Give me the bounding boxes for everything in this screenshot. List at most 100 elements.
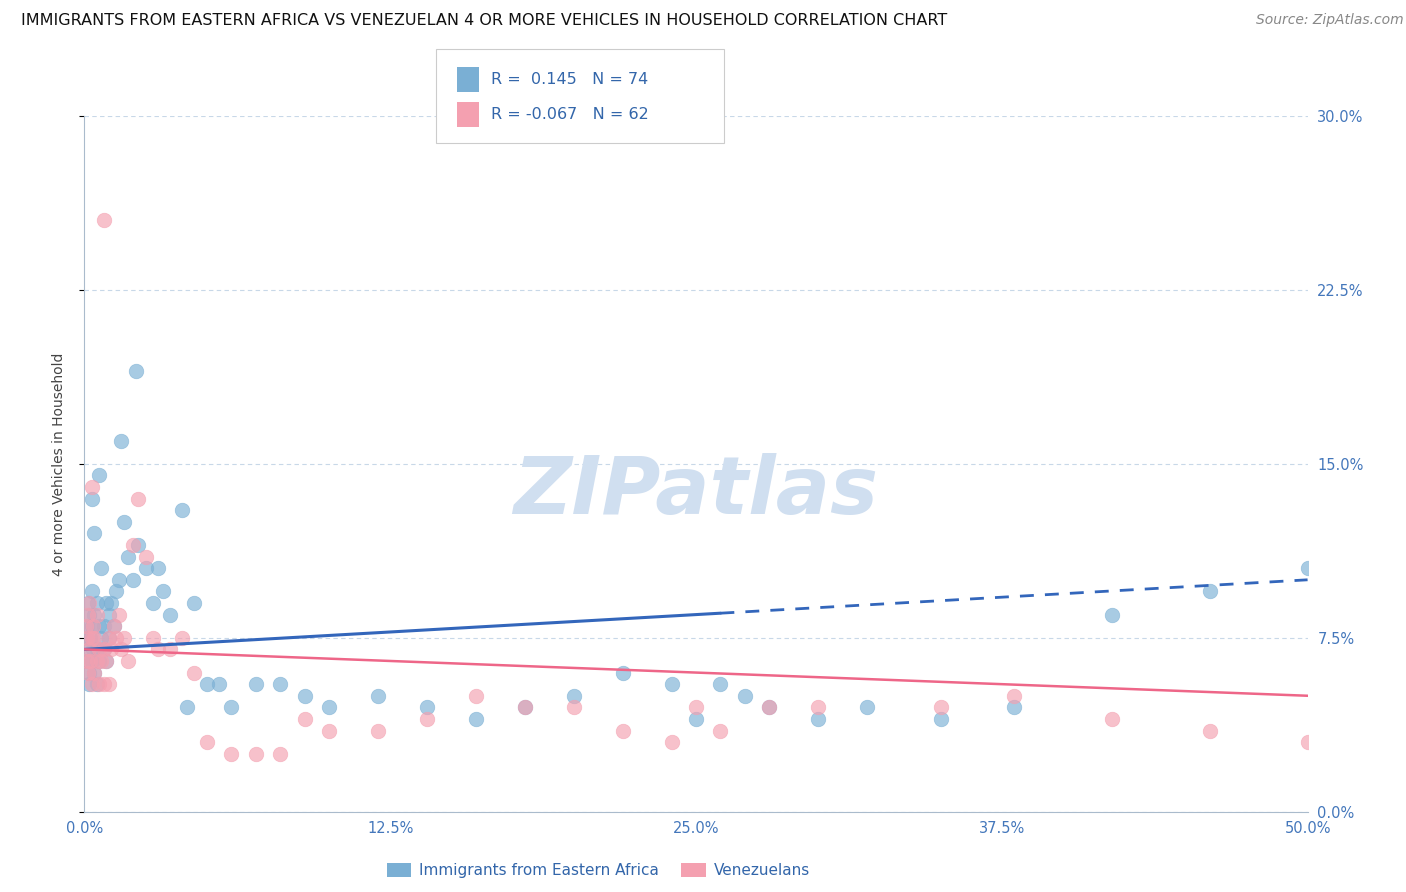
Point: [318, 723, 340, 738]
Point: [83, 665, 105, 680]
Point: [79, 654, 101, 668]
Text: IMMIGRANTS FROM EASTERN AFRICA VS VENEZUELAN 4 OR MORE VEHICLES IN HOUSEHOLD COR: IMMIGRANTS FROM EASTERN AFRICA VS VENEZU…: [21, 13, 948, 29]
Point: [612, 665, 634, 680]
Point: [83, 665, 105, 680]
Point: [758, 700, 780, 714]
Point: [76, 631, 98, 645]
Point: [195, 735, 218, 749]
Point: [77, 677, 100, 691]
Point: [146, 561, 169, 575]
Point: [107, 607, 129, 622]
Point: [76, 654, 98, 668]
Point: [86, 677, 108, 691]
Point: [159, 642, 181, 657]
Point: [77, 596, 100, 610]
Point: [75, 619, 97, 633]
Point: [97, 677, 120, 691]
Point: [1002, 689, 1025, 703]
Point: [87, 642, 110, 657]
Point: [269, 677, 291, 691]
Point: [82, 642, 104, 657]
Point: [77, 607, 100, 622]
Point: [90, 561, 112, 575]
Point: [86, 607, 108, 622]
Point: [1101, 607, 1123, 622]
Point: [87, 654, 110, 668]
Point: [97, 607, 120, 622]
Point: [83, 526, 105, 541]
Point: [107, 573, 129, 587]
Point: [152, 584, 174, 599]
Point: [294, 712, 316, 726]
Point: [87, 619, 110, 633]
Y-axis label: 4 or more Vehicles in Household: 4 or more Vehicles in Household: [52, 352, 66, 575]
Point: [709, 723, 731, 738]
Point: [76, 654, 98, 668]
Point: [105, 584, 128, 599]
Point: [96, 654, 118, 668]
Point: [612, 723, 634, 738]
Point: [661, 677, 683, 691]
Point: [105, 631, 128, 645]
Point: [294, 689, 316, 703]
Point: [77, 596, 100, 610]
Point: [464, 689, 486, 703]
Point: [807, 712, 830, 726]
Point: [83, 631, 105, 645]
Point: [83, 607, 105, 622]
Point: [80, 480, 103, 494]
Point: [176, 700, 198, 714]
Point: [929, 712, 952, 726]
Point: [734, 689, 756, 703]
Point: [80, 584, 103, 599]
Point: [367, 689, 389, 703]
Point: [110, 642, 132, 657]
Point: [77, 607, 100, 622]
Point: [367, 723, 389, 738]
Point: [135, 561, 157, 575]
Point: [77, 665, 100, 680]
Point: [1296, 735, 1319, 749]
Point: [80, 654, 103, 668]
Point: [110, 434, 132, 448]
Point: [86, 642, 108, 657]
Point: [562, 700, 585, 714]
Point: [93, 642, 115, 657]
Point: [90, 654, 112, 668]
Point: [318, 700, 340, 714]
Text: R =  0.145   N = 74: R = 0.145 N = 74: [491, 72, 648, 87]
Point: [100, 596, 122, 610]
Point: [77, 665, 100, 680]
Point: [122, 573, 145, 587]
Point: [87, 677, 110, 691]
Point: [685, 700, 707, 714]
Point: [96, 654, 118, 668]
Point: [416, 712, 439, 726]
Point: [80, 631, 103, 645]
Point: [112, 515, 135, 529]
Legend: Immigrants from Eastern Africa, Venezuelans: Immigrants from Eastern Africa, Venezuel…: [381, 857, 815, 884]
Point: [661, 735, 683, 749]
Point: [1198, 584, 1220, 599]
Point: [685, 712, 707, 726]
Point: [77, 642, 100, 657]
Point: [93, 642, 115, 657]
Point: [77, 642, 100, 657]
Point: [90, 631, 112, 645]
Point: [1101, 712, 1123, 726]
Point: [103, 619, 125, 633]
Point: [183, 665, 205, 680]
Text: ZIPatlas: ZIPatlas: [513, 452, 879, 531]
Point: [79, 631, 101, 645]
Text: R = -0.067   N = 62: R = -0.067 N = 62: [491, 107, 648, 121]
Point: [80, 491, 103, 506]
Point: [117, 654, 139, 668]
Point: [513, 700, 536, 714]
Point: [117, 549, 139, 564]
Point: [709, 677, 731, 691]
Point: [219, 700, 242, 714]
Point: [127, 538, 149, 552]
Point: [135, 549, 157, 564]
Point: [513, 700, 536, 714]
Point: [464, 712, 486, 726]
